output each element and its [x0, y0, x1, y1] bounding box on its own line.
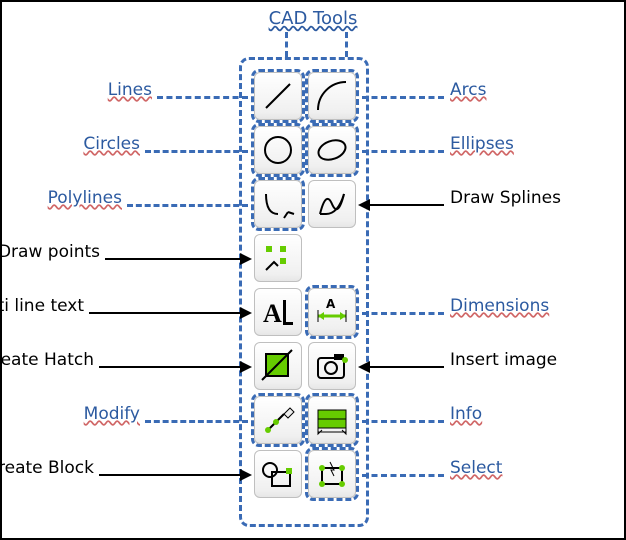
connector-dash: [145, 420, 248, 423]
ellipse-icon: [312, 130, 352, 170]
spline-tool-button[interactable]: [308, 180, 356, 228]
connector-dash: [362, 312, 444, 315]
arc-tool-button[interactable]: [308, 72, 356, 120]
dimension-icon: A: [312, 292, 352, 332]
label-multi-line-text: Multi line text: [0, 296, 84, 316]
label-lines[interactable]: Lines: [32, 80, 152, 100]
points-tool-button[interactable]: [254, 234, 302, 282]
label-ellipses[interactable]: Ellipses: [450, 134, 514, 154]
connector-dash: [157, 96, 248, 99]
label-create-hatch: Create Hatch: [0, 350, 94, 370]
connector-dash: [127, 204, 248, 207]
ellipse-tool-button[interactable]: [308, 126, 356, 174]
line-icon: [258, 76, 298, 116]
label-draw-splines: Draw Splines: [450, 188, 561, 208]
connector-arrow: [99, 366, 250, 368]
line-tool-button[interactable]: [254, 72, 302, 120]
label-create-block: Create Block: [0, 458, 94, 478]
points-icon: [258, 238, 298, 278]
connector-arrow: [360, 204, 444, 206]
block-icon: [258, 454, 298, 494]
label-polylines[interactable]: Polylines: [2, 188, 122, 208]
connector-arrow: [360, 366, 444, 368]
diagram-stage: CAD Tools Lines Arcs Circles Ellipses Polyli…: [0, 0, 626, 540]
label-modify[interactable]: Modify: [20, 404, 140, 424]
connector-dash: [362, 474, 444, 477]
connector-dash: [362, 150, 444, 153]
connector-dash: [362, 420, 444, 423]
connector-arrow: [89, 312, 250, 314]
label-dimensions[interactable]: Dimensions: [450, 296, 549, 316]
select-icon: [312, 454, 352, 494]
title-connector: [285, 32, 288, 57]
connector-arrow: [105, 258, 250, 260]
label-select[interactable]: Select: [450, 458, 502, 478]
modify-icon: [258, 400, 298, 440]
polyline-icon: [258, 184, 298, 224]
circle-tool-button[interactable]: [254, 126, 302, 174]
title-connector: [345, 32, 348, 57]
arc-icon: [312, 76, 352, 116]
block-tool-button[interactable]: [254, 450, 302, 498]
svg-text:A: A: [263, 299, 282, 328]
label-arcs[interactable]: Arcs: [450, 80, 486, 100]
select-tool-button[interactable]: [308, 450, 356, 498]
diagram-title: CAD Tools: [269, 8, 358, 29]
polyline-tool-button[interactable]: [254, 180, 302, 228]
hatch-tool-button[interactable]: [254, 342, 302, 390]
modify-tool-button[interactable]: [254, 396, 302, 444]
connector-dash: [362, 96, 444, 99]
label-info[interactable]: Info: [450, 404, 482, 424]
mtext-icon: A: [258, 292, 298, 332]
info-tool-button[interactable]: [308, 396, 356, 444]
svg-text:A: A: [326, 297, 336, 311]
image-tool-button[interactable]: [308, 342, 356, 390]
circle-icon: [258, 130, 298, 170]
label-circles[interactable]: Circles: [20, 134, 140, 154]
connector-arrow: [99, 474, 250, 476]
label-draw-points: Draw points: [0, 242, 100, 262]
mtext-tool-button[interactable]: A: [254, 288, 302, 336]
label-insert-image: Insert image: [450, 350, 557, 370]
info-icon: [312, 400, 352, 440]
hatch-icon: [258, 346, 298, 386]
spline-icon: [312, 184, 352, 224]
connector-dash: [145, 150, 248, 153]
dimension-tool-button[interactable]: A: [308, 288, 356, 336]
image-icon: [312, 346, 352, 386]
